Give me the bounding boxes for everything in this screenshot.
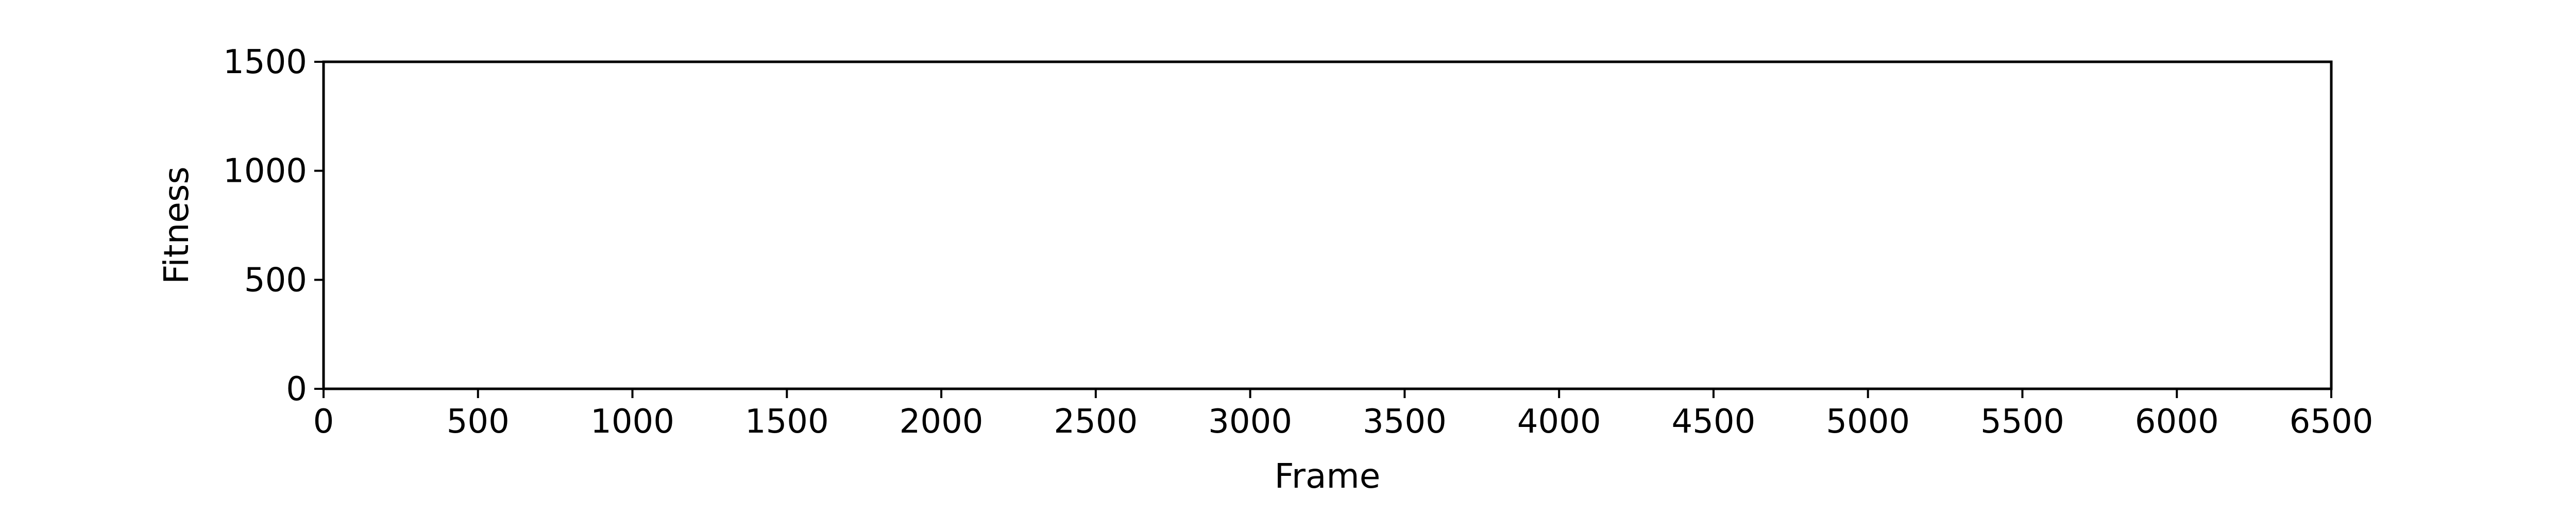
x-tick-label: 5500 [1980,403,2064,441]
x-tick-label: 5000 [1826,403,1910,441]
x-axis-label: Frame [1275,456,1381,496]
x-tick-label: 1500 [745,403,829,441]
x-tick-label: 6000 [2135,403,2219,441]
y-tick-label: 500 [244,261,307,299]
x-tick-label: 1000 [590,403,674,441]
y-axis-label: Fitness [157,166,196,284]
x-tick-label: 6500 [2290,403,2374,441]
x-tick-label: 3000 [1208,403,1292,441]
x-tick-label: 4000 [1517,403,1601,441]
x-tick-label: 2500 [1054,403,1138,441]
x-axis-ticks: 0 500 1000 1500 2000 2500 3000 3500 4000 4500 5000… [313,389,2374,441]
y-tick-label: 0 [286,370,307,408]
y-axis-ticks: 0 500 1000 1500 [223,43,324,408]
plot-area [322,60,2333,390]
y-tick-label: 1000 [223,152,307,191]
x-tick-label: 2000 [900,403,984,441]
x-tick-label: 4500 [1671,403,1755,441]
x-tick-label: 500 [447,403,510,441]
y-tick-label: 1500 [223,43,307,81]
x-tick-label: 3500 [1363,403,1447,441]
x-tick-label: 0 [313,403,334,441]
